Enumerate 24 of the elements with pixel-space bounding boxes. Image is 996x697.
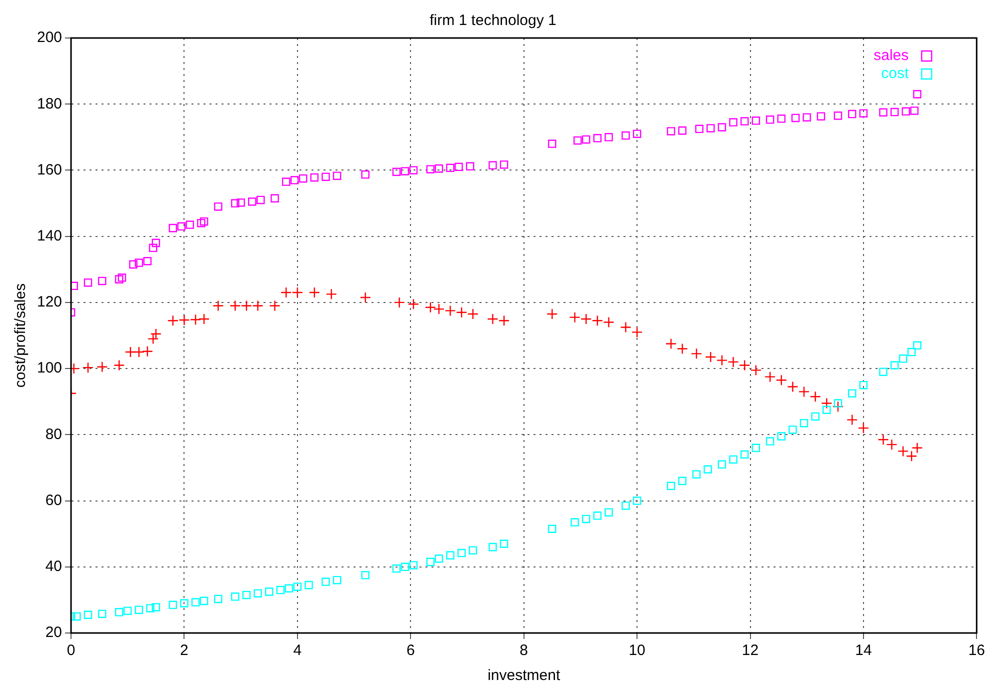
x-tick-label: 16: [968, 642, 985, 660]
y-tick-label: 180: [36, 95, 62, 112]
x-tick-label: 6: [406, 642, 415, 660]
y-tick-label: 140: [36, 227, 62, 244]
x-tick-label: 12: [742, 642, 759, 660]
x-tick-label: 2: [180, 642, 188, 660]
y-tick-label: 60: [45, 492, 62, 509]
x-tick-label: 4: [293, 642, 302, 660]
x-tick-label: 10: [628, 642, 646, 660]
legend-label: sales: [874, 47, 909, 64]
x-tick-label: 0: [66, 642, 76, 660]
y-tick-label: 200: [36, 29, 62, 46]
x-tick-label: 14: [855, 642, 872, 660]
x-axis-title: investment: [488, 667, 561, 684]
x-tick-label: 8: [520, 642, 528, 660]
y-tick-label: 40: [45, 558, 62, 576]
legend-label: cost: [881, 65, 910, 82]
y-axis-title: cost/profit/sales: [12, 283, 30, 388]
y-tick-label: 100: [36, 360, 62, 377]
chart-title: firm 1 technology 1: [430, 12, 556, 30]
y-tick-label: 120: [36, 294, 62, 311]
y-tick-label: 160: [36, 161, 62, 178]
y-tick-label: 20: [45, 624, 62, 642]
y-tick-label: 80: [45, 426, 62, 443]
